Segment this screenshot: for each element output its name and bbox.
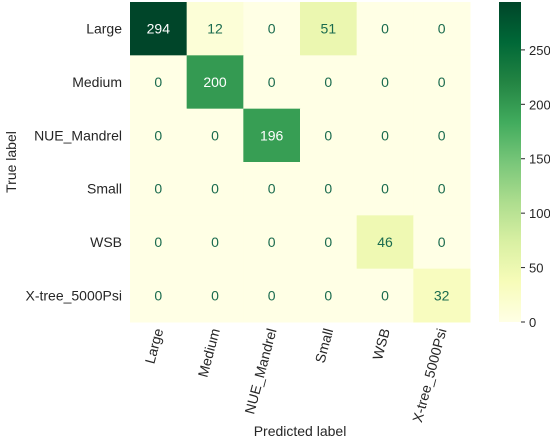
x-tick-label: Large <box>142 326 167 365</box>
y-axis-label: True label <box>3 131 19 193</box>
colorbar-tick-label: 50 <box>529 261 543 276</box>
cell-value-label: 0 <box>154 127 162 143</box>
x-tick-label: Small <box>312 327 337 365</box>
heatmap-cell <box>243 2 301 56</box>
heatmap-cell <box>243 215 301 270</box>
heatmap-cell <box>300 108 358 163</box>
x-tick-label: Medium <box>195 327 223 379</box>
cell-value-label: 0 <box>324 74 332 90</box>
y-tick-label: Medium <box>72 74 122 90</box>
cell-value-label: 0 <box>438 234 446 250</box>
heatmap-cell <box>413 2 471 56</box>
cell-value-label: 0 <box>324 181 332 197</box>
heatmap-cell <box>413 55 471 110</box>
colorbar-tick-label: 0 <box>529 315 536 330</box>
heatmap-cell <box>243 55 301 110</box>
cell-value-label: 32 <box>434 287 450 303</box>
cell-value-label: 0 <box>381 21 389 37</box>
cell-value-label: 51 <box>321 21 337 37</box>
heatmap-cell <box>356 162 414 216</box>
cell-value-label: 0 <box>211 181 219 197</box>
y-tick-label: X-tree_5000Psi <box>25 287 122 303</box>
heatmap-cell <box>413 108 471 163</box>
colorbar-ticks: 0 50 100 150 200 250 <box>521 43 550 330</box>
colorbar-tick-label: 250 <box>529 43 550 58</box>
heatmap-cell <box>186 2 244 56</box>
heatmap-cell <box>300 215 358 270</box>
heatmap-cell <box>356 268 414 323</box>
y-tick-label: Large <box>86 21 122 37</box>
cell-value-label: 0 <box>324 127 332 143</box>
cell-value-label: 0 <box>381 74 389 90</box>
heatmap-cell <box>300 55 358 110</box>
colorbar-tick-label: 150 <box>529 152 550 167</box>
heatmap-cell <box>243 108 301 163</box>
cell-value-label: 196 <box>260 127 284 143</box>
cell-value-label: 0 <box>381 287 389 303</box>
heatmap-cell <box>130 162 188 216</box>
cell-value-label: 0 <box>438 74 446 90</box>
colorbar <box>499 2 521 322</box>
heatmap-cell <box>130 108 188 163</box>
heatmap-cell <box>186 55 244 110</box>
x-axis-label: Predicted label <box>254 423 347 439</box>
heatmap-cell <box>243 162 301 216</box>
cell-value-label: 0 <box>268 21 276 37</box>
cell-value-label: 0 <box>438 181 446 197</box>
y-tick-labels: Large Medium NUE_Mandrel Small WSB X-tree_500… <box>25 21 122 304</box>
heatmap-cell <box>356 108 414 163</box>
cell-value-label: 0 <box>381 181 389 197</box>
colorbar-tick-label: 200 <box>529 97 550 112</box>
heatmap-cell <box>130 215 188 270</box>
cell-value-label: 0 <box>154 74 162 90</box>
cell-value-label: 0 <box>381 127 389 143</box>
heatmap-cell <box>186 215 244 270</box>
cell-value-label: 0 <box>268 287 276 303</box>
cell-value-label: 0 <box>438 21 446 37</box>
cell-value-label: 12 <box>207 21 223 37</box>
y-tick-label: NUE_Mandrel <box>34 127 122 143</box>
x-tick-labels: Large Medium NUE_Mandrel Small WSB X-tree_500… <box>142 326 450 424</box>
cell-value-label: 46 <box>377 234 393 250</box>
cell-value-label: 0 <box>154 234 162 250</box>
y-tick-label: Small <box>87 181 122 197</box>
heatmap-cell <box>130 2 188 56</box>
cell-value-label: 0 <box>324 234 332 250</box>
heatmap-cell <box>186 162 244 216</box>
cell-value-label: 0 <box>211 127 219 143</box>
y-tick-label: WSB <box>90 234 122 250</box>
heatmap-cell <box>300 162 358 216</box>
cell-value-label: 0 <box>268 181 276 197</box>
cell-value-label: 0 <box>268 234 276 250</box>
cell-value-label: 0 <box>268 74 276 90</box>
heatmap-cell <box>243 268 301 323</box>
heatmap-cell <box>130 268 188 323</box>
cell-value-label: 0 <box>154 181 162 197</box>
heatmap-cell <box>356 55 414 110</box>
x-tick-label: NUE_Mandrel <box>241 327 279 416</box>
heatmap-cell <box>186 108 244 163</box>
heatmap-cells <box>130 2 471 323</box>
cell-value-label: 294 <box>147 21 171 37</box>
heatmap-cell <box>300 2 358 56</box>
cell-value-label: 0 <box>324 287 332 303</box>
x-tick-label: X-tree_5000Psi <box>409 327 449 424</box>
heatmap-cell <box>300 268 358 323</box>
x-tick-label: WSB <box>369 327 393 362</box>
heatmap-cell <box>130 55 188 110</box>
cell-value-label: 0 <box>154 287 162 303</box>
colorbar-tick-label: 100 <box>529 206 550 221</box>
cell-value-label: 0 <box>211 287 219 303</box>
heatmap-cell <box>413 215 471 270</box>
cell-value-label: 0 <box>438 127 446 143</box>
heatmap-cell <box>186 268 244 323</box>
heatmap-cell <box>413 268 471 323</box>
heatmap-cell <box>413 162 471 216</box>
cell-value-label: 200 <box>203 74 227 90</box>
cell-value-label: 0 <box>211 234 219 250</box>
heatmap-cell <box>356 2 414 56</box>
heatmap-cell <box>356 215 414 270</box>
cell-annotations: 294 12 0 51 0 0 0 200 0 0 0 0 0 0 196 0 0 0 0 0 0 0 0 0 0 0 0 0 46 0 0… <box>147 21 450 304</box>
